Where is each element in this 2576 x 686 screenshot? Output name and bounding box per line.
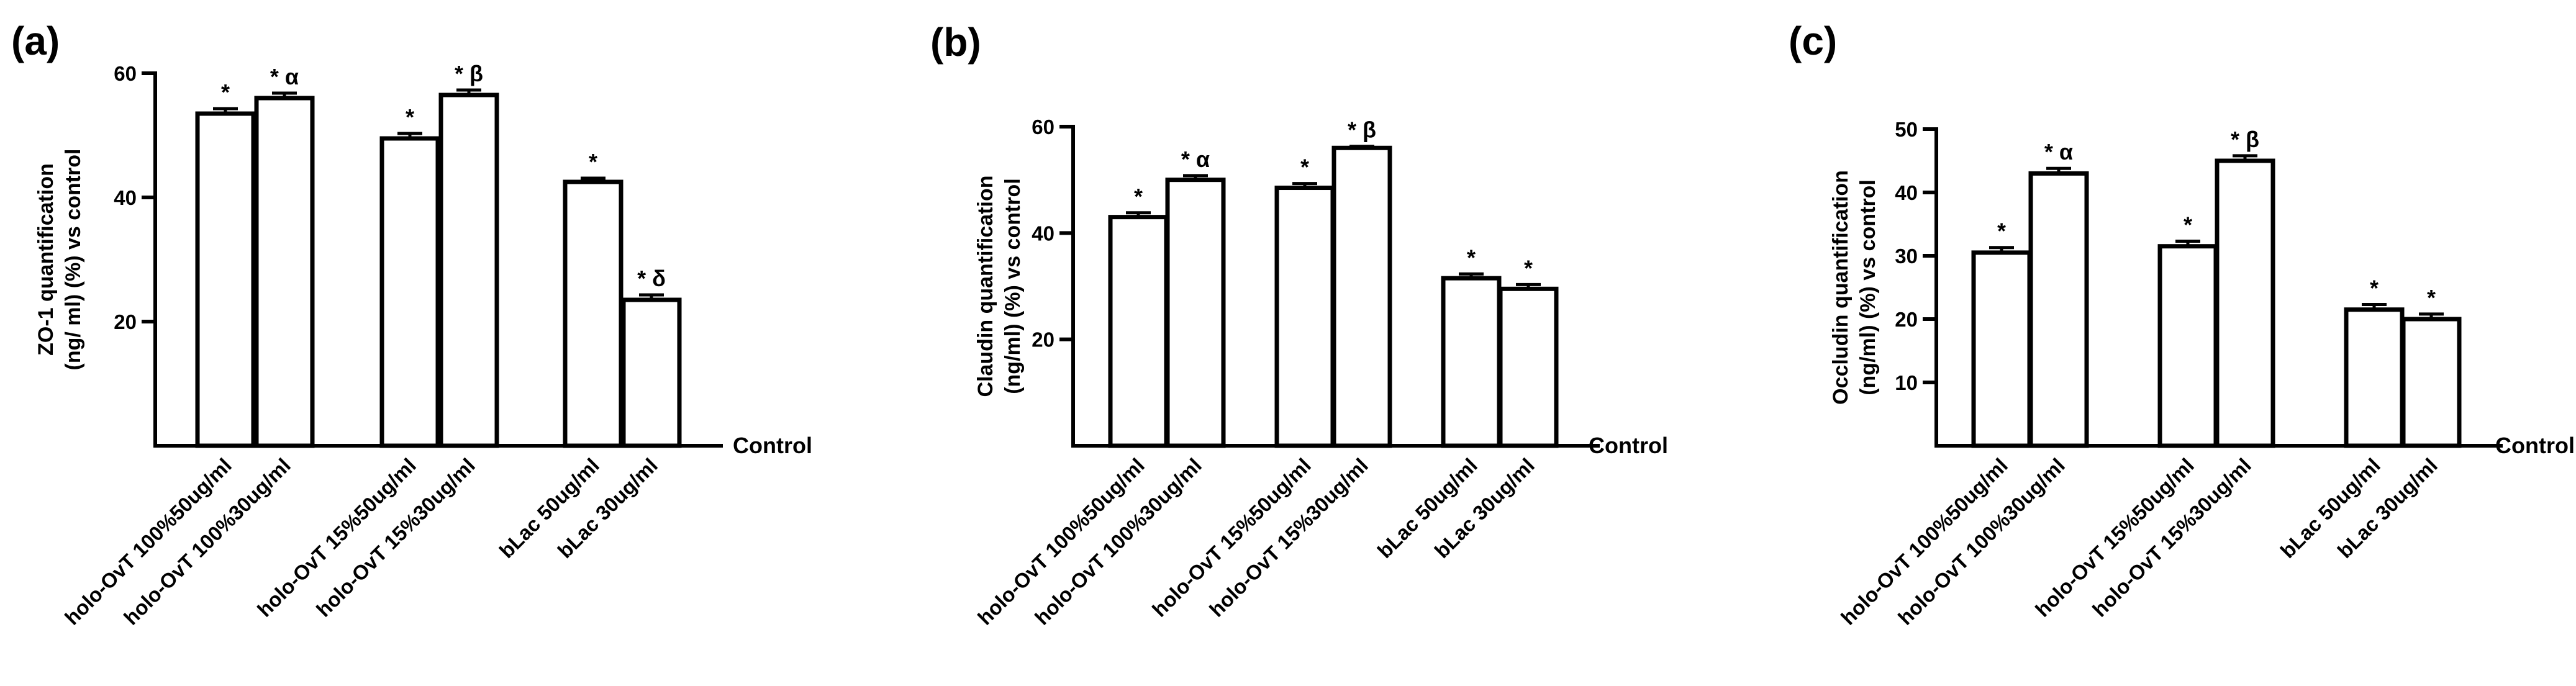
x-tick-label: bLac 50ug/ml: [495, 454, 604, 562]
bar: [2401, 317, 2462, 448]
significance-label: * β: [2231, 127, 2259, 152]
bar: [1441, 276, 1502, 448]
significance-label: *: [1997, 219, 2006, 244]
control-label: Control: [2495, 433, 2575, 458]
y-tick-label: 20: [114, 310, 137, 333]
significance-label: *: [2370, 276, 2379, 301]
y-axis-title-line2: (ng/ml) (%) vs control: [1856, 179, 1880, 395]
bar: [195, 111, 256, 448]
significance-label: * α: [2044, 139, 2073, 165]
bar: [1971, 250, 2032, 448]
bar: [1331, 145, 1392, 448]
significance-label: * α: [1181, 147, 1210, 172]
chart-panel-2: (b) Claudin quantification (ng/ml) (%) vs …: [930, 20, 1668, 630]
panel-label: (a): [11, 19, 60, 63]
y-tick-label: 40: [1895, 181, 1918, 204]
significance-label: *: [1467, 245, 1476, 270]
y-tick-label: 60: [1032, 115, 1054, 138]
bar: [1498, 286, 1559, 448]
bar: [2157, 244, 2218, 448]
x-tick-label: bLac 50ug/ml: [1373, 454, 1482, 562]
bar: [2215, 158, 2275, 448]
bar: [379, 136, 440, 448]
significance-label: * β: [455, 61, 483, 86]
y-tick-label: 40: [114, 186, 137, 209]
y-tick-label: 20: [1895, 308, 1918, 331]
control-label: Control: [733, 433, 812, 458]
significance-label: *: [406, 104, 414, 130]
y-tick-label: 30: [1895, 245, 1918, 268]
significance-label: *: [1134, 184, 1143, 209]
chart-panel-1: (a) ZO-1 quantification (ng/ ml) (%) vs co…: [11, 19, 812, 630]
chart-panel-3: (c) Occludin quantification (ng/ml) (%) vs…: [1789, 19, 2575, 630]
y-tick-label: 40: [1032, 222, 1054, 245]
x-tick-label: bLac 30ug/ml: [553, 454, 662, 562]
y-tick-label: 60: [114, 62, 137, 85]
significance-label: *: [1524, 255, 1533, 281]
control-label: Control: [1589, 433, 1668, 458]
bar: [563, 179, 624, 448]
y-axis-title-line1: Claudin quantification: [974, 176, 997, 397]
y-axis-title-line1: Occludin quantification: [1829, 170, 1853, 405]
y-tick-label: 50: [1895, 118, 1918, 141]
significance-label: * α: [270, 64, 299, 89]
significance-label: * δ: [637, 266, 666, 291]
significance-label: * β: [1348, 117, 1376, 143]
significance-label: *: [2184, 212, 2192, 238]
y-tick-label: 20: [1032, 328, 1054, 351]
bar: [621, 297, 682, 448]
significance-label: *: [1300, 155, 1309, 180]
bar: [1165, 178, 1226, 448]
bar: [1274, 186, 1335, 448]
y-axis-title-line2: (ng/ml) (%) vs control: [1001, 178, 1025, 394]
significance-label: *: [221, 79, 230, 105]
bar: [2028, 171, 2089, 448]
significance-label: *: [589, 149, 597, 174]
panel-label: (c): [1789, 19, 1837, 63]
y-axis-title-line2: (ng/ ml) (%) vs control: [61, 149, 85, 371]
x-tick-label: bLac 30ug/ml: [1430, 454, 1539, 562]
bar: [1108, 215, 1169, 448]
x-tick-label: bLac 30ug/ml: [2333, 454, 2442, 562]
bar: [438, 93, 499, 448]
y-tick-label: 10: [1895, 371, 1918, 394]
bar: [254, 96, 315, 448]
panel-label: (b): [930, 20, 981, 65]
y-axis-title-line1: ZO-1 quantification: [34, 163, 58, 356]
significance-label: *: [2427, 285, 2436, 310]
x-tick-label: bLac 50ug/ml: [2276, 454, 2385, 562]
bar: [2344, 307, 2405, 448]
